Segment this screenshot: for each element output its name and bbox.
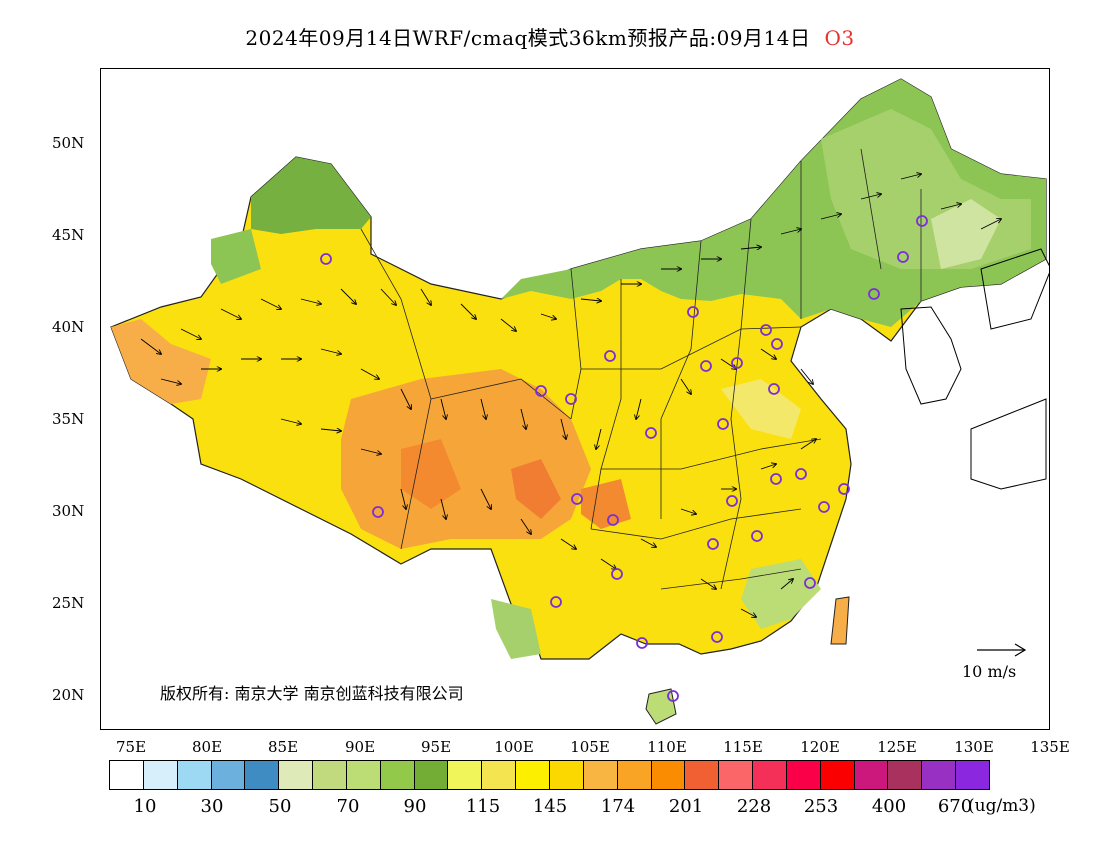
legend-label-50: 50 (268, 796, 292, 817)
wind-scale-arrow (977, 643, 1027, 657)
legend-swatch (447, 760, 483, 790)
lon-label-135e: 135E (1030, 738, 1070, 756)
map-panel[interactable] (100, 68, 1050, 730)
title-text: 2024年09月14日WRF/cmaq模式36km预报产品:09月14日 (245, 26, 811, 50)
legend-swatch (481, 760, 517, 790)
color-legend-bar (109, 760, 990, 790)
lat-label-50n: 50N (52, 134, 85, 152)
japan-outline (970, 398, 1047, 490)
lon-label-100e: 100E (494, 738, 534, 756)
legend-label-30: 30 (200, 796, 224, 817)
legend-label-145: 145 (532, 796, 568, 817)
monitoring-stations (320, 215, 928, 702)
legend-swatch (109, 760, 144, 790)
lon-label-80e: 80E (191, 738, 223, 756)
lat-label-30n: 30N (52, 502, 85, 520)
legend-swatch (548, 760, 584, 790)
legend-swatch (210, 760, 246, 790)
legend-label-253: 253 (803, 796, 839, 817)
legend-label-670: 670 (937, 796, 973, 817)
legend-label-174: 174 (600, 796, 636, 817)
legend-swatch (278, 760, 314, 790)
legend-swatch (176, 760, 212, 790)
legend-label-70: 70 (336, 796, 360, 817)
legend-swatch (752, 760, 787, 790)
title-variable: O3 (824, 26, 855, 50)
legend-swatch (515, 760, 550, 790)
legend-swatch (684, 760, 720, 790)
legend-swatch (650, 760, 686, 790)
legend-label-228: 228 (736, 796, 772, 817)
lon-label-120e: 120E (800, 738, 840, 756)
copyright-text: 版权所有: 南京大学 南京创蓝科技有限公司 (160, 684, 464, 703)
legend-swatch (955, 760, 990, 790)
lon-label-115e: 115E (723, 738, 763, 756)
legend-swatch (345, 760, 381, 790)
map-title: 2024年09月14日WRF/cmaq模式36km预报产品:09月14日 O3 (0, 22, 1100, 51)
korea-outline (900, 306, 962, 405)
lat-label-35n: 35N (52, 410, 85, 428)
legend-label-201: 201 (668, 796, 704, 817)
lon-label-90e: 90E (344, 738, 376, 756)
lon-label-105e: 105E (570, 738, 610, 756)
pollution-map (110, 78, 1049, 725)
taiwan-island (830, 596, 850, 645)
lat-label-20n: 20N (52, 686, 85, 704)
wind-scale-label: 10 m/s (962, 662, 1017, 681)
legend-swatch (582, 760, 618, 790)
lon-label-75e: 75E (115, 738, 147, 756)
legend-swatch (853, 760, 889, 790)
lon-label-125e: 125E (877, 738, 917, 756)
legend-unit: (ug/m3) (968, 796, 1036, 816)
legend-swatch (244, 760, 280, 790)
legend-swatch (413, 760, 449, 790)
legend-swatch (887, 760, 923, 790)
legend-swatch (142, 760, 178, 790)
west-orange-zone (111, 319, 211, 404)
legend-label-400: 400 (871, 796, 907, 817)
lon-label-130e: 130E (954, 738, 994, 756)
legend-swatch (785, 760, 821, 790)
northwest-green-zone (251, 157, 371, 234)
lat-label-45n: 45N (52, 226, 85, 244)
lon-label-95e: 95E (420, 738, 452, 756)
hainan-island (645, 688, 677, 725)
legend-label-90: 90 (403, 796, 427, 817)
legend-swatch (921, 760, 957, 790)
lat-label-40n: 40N (52, 318, 85, 336)
legend-label-115: 115 (465, 796, 501, 817)
legend-swatch (616, 760, 652, 790)
legend-swatch (819, 760, 855, 790)
legend-swatch (312, 760, 347, 790)
lat-label-25n: 25N (52, 594, 85, 612)
legend-swatch (718, 760, 754, 790)
legend-label-10: 10 (133, 796, 157, 817)
legend-swatch (379, 760, 415, 790)
lon-label-110e: 110E (647, 738, 687, 756)
lon-label-85e: 85E (267, 738, 299, 756)
